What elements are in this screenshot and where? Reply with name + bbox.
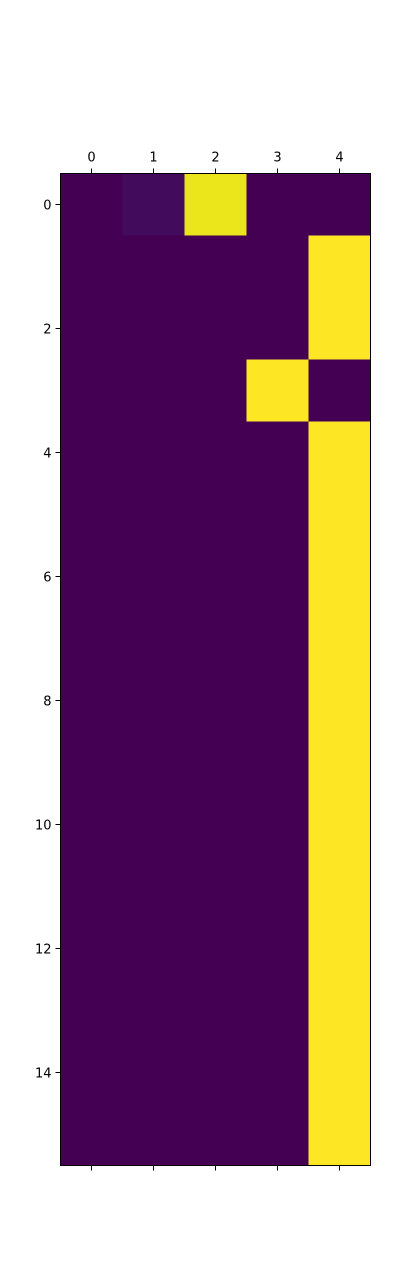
heatmap-cell-r13-c2: [184, 979, 247, 1042]
x-tick-label-2: 2: [211, 151, 219, 166]
heatmap-cell-r1-c1: [122, 235, 185, 298]
heatmap-cell-r6-c4: [308, 545, 371, 608]
x-axis-bottom: [91, 1165, 340, 1171]
y-tick-label-6: 12: [35, 943, 52, 958]
x-tick-label-0: 0: [87, 151, 95, 166]
heatmap-cell-r8-c1: [122, 669, 185, 732]
heatmap-cell-r0-c4: [308, 173, 371, 236]
heatmap-cell-r4-c3: [246, 421, 309, 484]
heatmap-cell-r11-c4: [308, 855, 371, 918]
heatmap-cell-r5-c0: [60, 483, 123, 546]
heatmap-cell-r10-c0: [60, 793, 123, 856]
heatmap-cell-r13-c4: [308, 979, 371, 1042]
heatmap-cell-r5-c2: [184, 483, 247, 546]
heatmap-cell-r9-c0: [60, 731, 123, 794]
heatmap-cell-r5-c4: [308, 483, 371, 546]
heatmap-cell-r3-c0: [60, 359, 123, 422]
x-tick-label-4: 4: [335, 151, 343, 166]
heatmap-cell-r11-c3: [246, 855, 309, 918]
heatmap-cell-r4-c0: [60, 421, 123, 484]
heatmap-cell-r13-c0: [60, 979, 123, 1042]
heatmap-cell-r12-c0: [60, 917, 123, 980]
heatmap-cell-r14-c3: [246, 1041, 309, 1104]
heatmap-cell-r15-c1: [122, 1103, 185, 1166]
heatmap-cell-r9-c3: [246, 731, 309, 794]
heatmap-cell-r0-c2: [184, 173, 247, 236]
heatmap-cell-r0-c0: [60, 173, 123, 236]
heatmap-cell-r9-c4: [308, 731, 371, 794]
y-tick-label-2: 4: [43, 447, 51, 462]
heatmap-cell-r1-c0: [60, 235, 123, 298]
heatmap-cell-r4-c2: [184, 421, 247, 484]
heatmap-cell-r7-c1: [122, 607, 185, 670]
heatmap-cell-r8-c3: [246, 669, 309, 732]
heatmap-cell-r3-c4: [308, 359, 371, 422]
heatmap-cell-r0-c1: [122, 173, 185, 236]
heatmap-cell-r9-c2: [184, 731, 247, 794]
heatmap-cell-r0-c3: [246, 173, 309, 236]
y-tick-label-4: 8: [43, 695, 51, 710]
heatmap-cell-r2-c3: [246, 297, 309, 360]
heatmap-cell-r6-c0: [60, 545, 123, 608]
heatmap-cell-r14-c1: [122, 1041, 185, 1104]
y-tick-label-7: 14: [35, 1067, 52, 1082]
heatmap-cell-r6-c1: [122, 545, 185, 608]
heatmap-cell-r5-c3: [246, 483, 309, 546]
heatmap-cell-r13-c3: [246, 979, 309, 1042]
y-tick-label-3: 6: [43, 571, 51, 586]
heatmap-cell-r2-c1: [122, 297, 185, 360]
heatmap-cell-r4-c1: [122, 421, 185, 484]
heatmap-cell-r11-c2: [184, 855, 247, 918]
heatmap-cell-r7-c3: [246, 607, 309, 670]
heatmap-cell-r7-c0: [60, 607, 123, 670]
heatmap-cell-r8-c4: [308, 669, 371, 732]
heatmap-cell-r1-c2: [184, 235, 247, 298]
heatmap-cell-r15-c4: [308, 1103, 371, 1166]
x-tick-label-1: 1: [149, 151, 157, 166]
heatmap-cell-r6-c3: [246, 545, 309, 608]
y-tick-label-1: 2: [43, 323, 51, 338]
heatmap-cell-r11-c0: [60, 855, 123, 918]
heatmap-cell-r1-c3: [246, 235, 309, 298]
heatmap-cell-r15-c2: [184, 1103, 247, 1166]
heatmap-cell-r10-c4: [308, 793, 371, 856]
heatmap-cell-r12-c3: [246, 917, 309, 980]
heatmap-cell-r1-c4: [308, 235, 371, 298]
heatmap-cell-r7-c2: [184, 607, 247, 670]
heatmap-cell-r12-c4: [308, 917, 371, 980]
heatmap-cell-r7-c4: [308, 607, 371, 670]
heatmap-cell-r13-c1: [122, 979, 185, 1042]
heatmap-cell-r2-c4: [308, 297, 371, 360]
heatmap-cell-r2-c2: [184, 297, 247, 360]
y-tick-label-5: 10: [35, 819, 52, 834]
heatmap-cell-r9-c1: [122, 731, 185, 794]
heatmap-cells: [60, 173, 371, 1166]
y-tick-label-0: 0: [43, 199, 51, 214]
y-axis-left: 0 2 4 6 8 10 12 14: [35, 199, 61, 1082]
heatmap-cell-r12-c1: [122, 917, 185, 980]
heatmap-cell-r3-c1: [122, 359, 185, 422]
x-tick-label-3: 3: [273, 151, 281, 166]
x-axis-top: 0 1 2 3 4: [87, 151, 344, 174]
heatmap-cell-r10-c2: [184, 793, 247, 856]
heatmap-cell-r5-c1: [122, 483, 185, 546]
heatmap-cell-r14-c2: [184, 1041, 247, 1104]
heatmap-cell-r14-c0: [60, 1041, 123, 1104]
heatmap-cell-r10-c1: [122, 793, 185, 856]
heatmap-cell-r8-c0: [60, 669, 123, 732]
heatmap-cell-r3-c3: [246, 359, 309, 422]
heatmap-cell-r3-c2: [184, 359, 247, 422]
heatmap-cell-r4-c4: [308, 421, 371, 484]
heatmap-cell-r15-c0: [60, 1103, 123, 1166]
heatmap-cell-r12-c2: [184, 917, 247, 980]
heatmap-cell-r6-c2: [184, 545, 247, 608]
heatmap-cell-r10-c3: [246, 793, 309, 856]
heatmap-cell-r8-c2: [184, 669, 247, 732]
heatmap-cell-r15-c3: [246, 1103, 309, 1166]
heatmap-cell-r2-c0: [60, 297, 123, 360]
heatmap-cell-r11-c1: [122, 855, 185, 918]
heatmap-cell-r14-c4: [308, 1041, 371, 1104]
